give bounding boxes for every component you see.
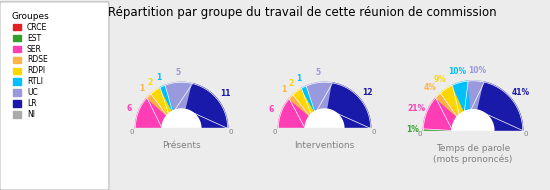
Text: 1: 1 bbox=[139, 84, 144, 93]
Polygon shape bbox=[424, 129, 452, 131]
Polygon shape bbox=[424, 98, 457, 130]
Polygon shape bbox=[289, 95, 311, 116]
Text: 10%: 10% bbox=[468, 66, 486, 74]
Polygon shape bbox=[301, 86, 317, 112]
Polygon shape bbox=[278, 128, 371, 131]
Polygon shape bbox=[440, 85, 464, 115]
Polygon shape bbox=[162, 109, 201, 128]
Polygon shape bbox=[328, 83, 371, 128]
Text: 0: 0 bbox=[229, 129, 233, 135]
Text: 1: 1 bbox=[156, 73, 161, 82]
FancyBboxPatch shape bbox=[0, 2, 109, 190]
Text: 21%: 21% bbox=[408, 104, 426, 113]
Polygon shape bbox=[452, 110, 494, 131]
Text: Répartition par groupe du travail de cette réunion de commission: Répartition par groupe du travail de cet… bbox=[108, 6, 497, 19]
Text: 6: 6 bbox=[269, 105, 274, 114]
Text: 5: 5 bbox=[315, 68, 321, 77]
Text: 11: 11 bbox=[221, 89, 231, 98]
Text: 0: 0 bbox=[372, 129, 376, 135]
Text: 0: 0 bbox=[273, 129, 277, 135]
Text: 12: 12 bbox=[362, 88, 373, 97]
Polygon shape bbox=[436, 93, 459, 117]
Polygon shape bbox=[147, 94, 169, 116]
Text: 0: 0 bbox=[524, 131, 529, 137]
Text: 2: 2 bbox=[288, 79, 294, 88]
Text: 1: 1 bbox=[281, 85, 286, 94]
Text: Temps de parole
(mots prononcés): Temps de parole (mots prononcés) bbox=[433, 144, 513, 164]
Text: 0: 0 bbox=[130, 129, 134, 135]
Text: Présents: Présents bbox=[162, 141, 201, 150]
Text: 0: 0 bbox=[417, 131, 422, 137]
Text: 2: 2 bbox=[147, 78, 152, 87]
Polygon shape bbox=[453, 81, 471, 112]
Legend: CRCE, EST, SER, RDSE, RDPI, RTLI, UC, LR, NI: CRCE, EST, SER, RDSE, RDPI, RTLI, UC, LR… bbox=[9, 10, 52, 121]
Polygon shape bbox=[306, 82, 333, 111]
Polygon shape bbox=[424, 131, 522, 133]
Text: 41%: 41% bbox=[512, 88, 530, 97]
Polygon shape bbox=[278, 99, 310, 128]
Polygon shape bbox=[478, 82, 522, 131]
Polygon shape bbox=[135, 128, 228, 131]
Text: 6: 6 bbox=[126, 104, 131, 113]
Polygon shape bbox=[165, 82, 192, 110]
Text: Interventions: Interventions bbox=[294, 141, 355, 150]
Text: 1: 1 bbox=[296, 74, 302, 83]
Polygon shape bbox=[305, 109, 344, 128]
Text: 9%: 9% bbox=[434, 75, 447, 84]
Text: 10%: 10% bbox=[448, 67, 466, 76]
Polygon shape bbox=[160, 85, 175, 111]
Polygon shape bbox=[468, 81, 485, 110]
Polygon shape bbox=[151, 88, 173, 114]
Text: 1%: 1% bbox=[406, 125, 419, 134]
Polygon shape bbox=[293, 88, 315, 114]
Polygon shape bbox=[186, 84, 228, 128]
Text: 5: 5 bbox=[175, 68, 180, 77]
Text: 4%: 4% bbox=[424, 83, 437, 92]
Polygon shape bbox=[135, 98, 167, 128]
